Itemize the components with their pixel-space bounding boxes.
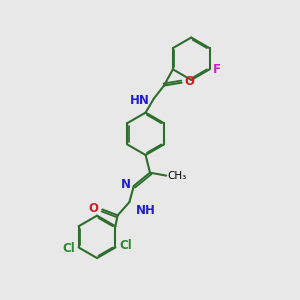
Text: O: O [89, 202, 99, 214]
Text: O: O [184, 75, 195, 88]
Text: F: F [213, 63, 221, 76]
Text: HN: HN [130, 94, 150, 107]
Text: Cl: Cl [62, 242, 75, 255]
Text: Cl: Cl [119, 239, 132, 253]
Text: CH₃: CH₃ [168, 171, 187, 181]
Text: NH: NH [136, 205, 156, 218]
Text: N: N [121, 178, 131, 191]
